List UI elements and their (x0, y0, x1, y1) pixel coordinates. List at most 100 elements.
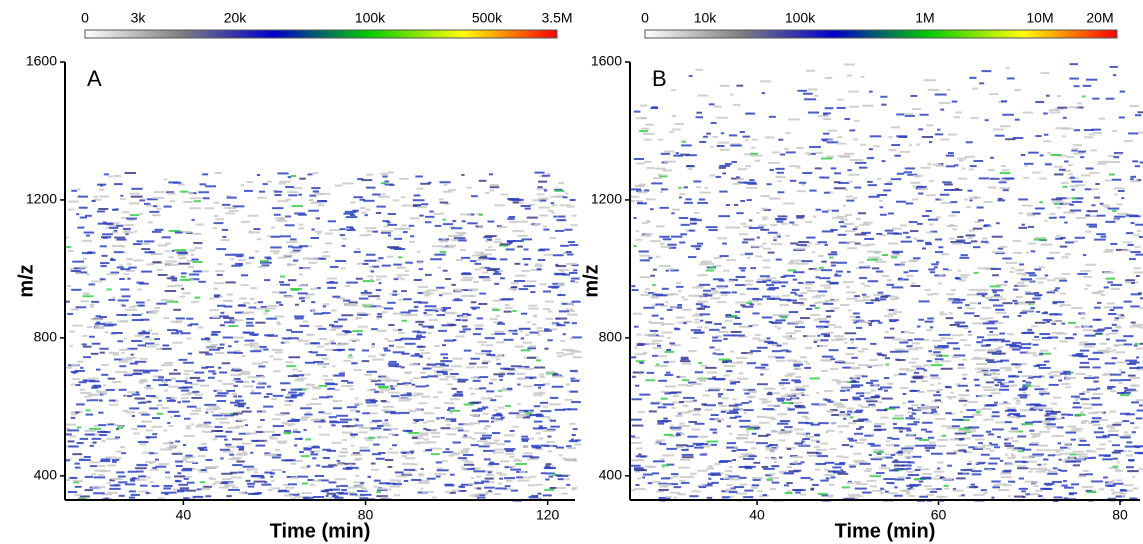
speck (706, 467, 715, 470)
speck (442, 246, 455, 249)
speck (950, 240, 961, 243)
speck (270, 246, 282, 249)
speck (1091, 397, 1101, 400)
speck (1016, 268, 1025, 271)
speck (388, 324, 395, 327)
speck (246, 321, 253, 324)
speck (324, 348, 334, 351)
speck (71, 288, 82, 291)
speck (735, 226, 740, 229)
speck (981, 344, 990, 347)
speck (960, 437, 972, 440)
speck (115, 371, 127, 374)
speck (183, 369, 194, 372)
speck (638, 453, 642, 456)
speck (480, 376, 489, 379)
speck (422, 367, 432, 370)
speck (156, 268, 163, 271)
speck (175, 317, 185, 320)
speck (364, 290, 368, 293)
speck (322, 448, 331, 451)
speck (884, 357, 891, 360)
speck (166, 446, 176, 449)
speck (533, 224, 538, 227)
speck (914, 175, 920, 178)
speck (511, 198, 522, 201)
speck (550, 328, 558, 331)
speck (630, 418, 642, 421)
speck (762, 494, 768, 497)
speck (849, 465, 856, 468)
speck (890, 350, 899, 353)
speck (767, 251, 775, 254)
speck (855, 316, 861, 319)
speck (238, 471, 245, 474)
speck (512, 201, 520, 204)
speck (267, 235, 271, 238)
speck (422, 325, 434, 328)
speck (483, 458, 491, 461)
speck (1037, 463, 1042, 466)
speck (74, 369, 85, 372)
speck (542, 290, 552, 293)
speck (562, 196, 568, 199)
speck (401, 337, 412, 340)
speck (1032, 354, 1044, 357)
speck (299, 177, 306, 180)
speck (89, 305, 94, 308)
speck (684, 400, 695, 403)
speck (651, 314, 659, 317)
speck (120, 303, 124, 306)
speck (778, 382, 791, 385)
speck (769, 450, 775, 453)
speck (117, 299, 129, 302)
speck (914, 346, 924, 349)
speck (69, 477, 78, 480)
speck (704, 389, 711, 392)
speck (460, 248, 466, 251)
speck (929, 271, 936, 274)
speck (309, 450, 321, 453)
speck (1123, 343, 1133, 346)
speck (696, 285, 704, 288)
speck (1031, 441, 1039, 444)
speck (255, 439, 268, 442)
speck (478, 445, 490, 448)
speck (226, 495, 232, 498)
speck (338, 372, 345, 375)
speck (271, 348, 283, 351)
speck (664, 323, 675, 326)
speck (635, 200, 643, 203)
speck (529, 437, 534, 440)
speck (240, 184, 245, 187)
speck (946, 88, 951, 91)
speck (418, 402, 428, 405)
speck (708, 377, 716, 380)
speck (168, 263, 180, 266)
speck (781, 349, 789, 352)
speck (1024, 421, 1034, 424)
speck (1079, 349, 1090, 352)
speck (117, 340, 123, 343)
speck (1052, 201, 1065, 204)
speck (887, 180, 893, 183)
speck (461, 459, 469, 462)
speck (271, 456, 281, 459)
colorbar-tick-label: 10k (694, 10, 718, 26)
speck (1120, 412, 1131, 415)
speck (189, 249, 196, 252)
speck (1053, 165, 1064, 168)
speck (256, 410, 266, 413)
speck (838, 221, 845, 224)
speck (237, 452, 249, 455)
speck (864, 222, 869, 225)
speck (454, 298, 460, 301)
speck (744, 139, 749, 142)
speck (631, 398, 642, 401)
speck (1081, 485, 1094, 488)
speck (915, 444, 926, 447)
speck (1107, 484, 1114, 487)
speck (827, 253, 838, 256)
speck (432, 245, 444, 248)
speck (904, 167, 916, 170)
